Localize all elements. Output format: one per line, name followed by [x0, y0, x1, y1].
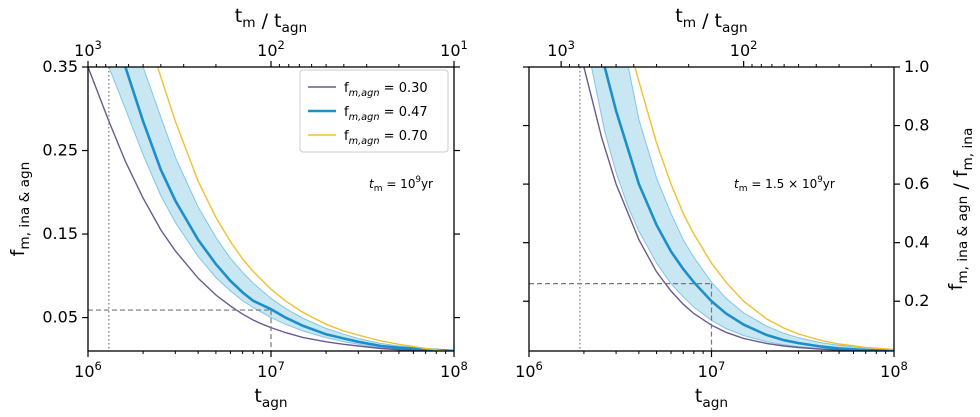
top-axis-title: tm / tagn: [675, 5, 747, 36]
x-axis-title: tagn: [695, 385, 728, 411]
top-tick-label: 103: [547, 38, 575, 60]
y-tick-label: 0.25: [42, 141, 78, 160]
plot-area: [88, 67, 454, 351]
uncertainty-band: [590, 67, 894, 351]
plot-area: [529, 67, 894, 351]
series-line-2: [603, 67, 894, 351]
top-tick-label: 101: [440, 38, 468, 60]
tm-annotation: tm = 1.5 × 109yr: [734, 175, 835, 194]
x-tick-label: 106: [74, 359, 102, 381]
top-axis-title: tm / tagn: [235, 5, 307, 36]
x-tick-label: 108: [440, 359, 468, 381]
series-line-3: [634, 67, 894, 351]
right-panel: 106 107 108 103 102 0.2 0.4 0.6 0.8 1.0 tagn tm / t…: [515, 5, 976, 411]
legend-label-1: fm,agn = 0.30: [344, 81, 428, 99]
series-line-1: [583, 67, 894, 351]
series-line-3: [156, 67, 446, 351]
y-tick-label: 0.8: [904, 116, 929, 135]
y-tick-label: 0.2: [904, 291, 929, 310]
top-tick-label: 102: [257, 38, 285, 60]
y-tick-label: 0.6: [904, 174, 929, 193]
uncertainty-band: [108, 67, 454, 351]
x-tick-label: 107: [698, 359, 726, 381]
top-tick-label: 103: [74, 38, 102, 60]
top-tick-label: 102: [730, 38, 758, 60]
x-tick-label: 106: [515, 359, 543, 381]
x-axis-title: tagn: [254, 385, 287, 411]
legend-label-3: fm,agn = 0.70: [344, 129, 428, 147]
y-tick-label: 0.4: [904, 233, 929, 252]
y-axis-title: fm, ina & agn / fm, ina: [945, 128, 976, 291]
left-panel: 106 107 108 103 102 101 0.05 0.15 0.25 0.35 tagn tm…: [7, 5, 468, 411]
y-tick-label: 0.05: [42, 308, 78, 327]
x-tick-label: 108: [880, 359, 908, 381]
tm-annotation: tm = 109yr: [369, 175, 433, 194]
legend-box: [299, 69, 449, 153]
y-tick-label: 0.35: [42, 57, 78, 76]
series-line-1: [88, 67, 454, 351]
y-tick-label: 0.15: [42, 224, 78, 243]
y-tick-label: 1.0: [904, 57, 929, 76]
series-line-2: [124, 67, 454, 351]
y-axis-title: fm, ina & agn: [7, 162, 33, 257]
x-tick-label: 107: [257, 359, 285, 381]
legend: fm,agn = 0.30 fm,agn = 0.47 fm,agn = 0.70: [299, 69, 449, 153]
legend-label-2: fm,agn = 0.47: [344, 105, 428, 123]
